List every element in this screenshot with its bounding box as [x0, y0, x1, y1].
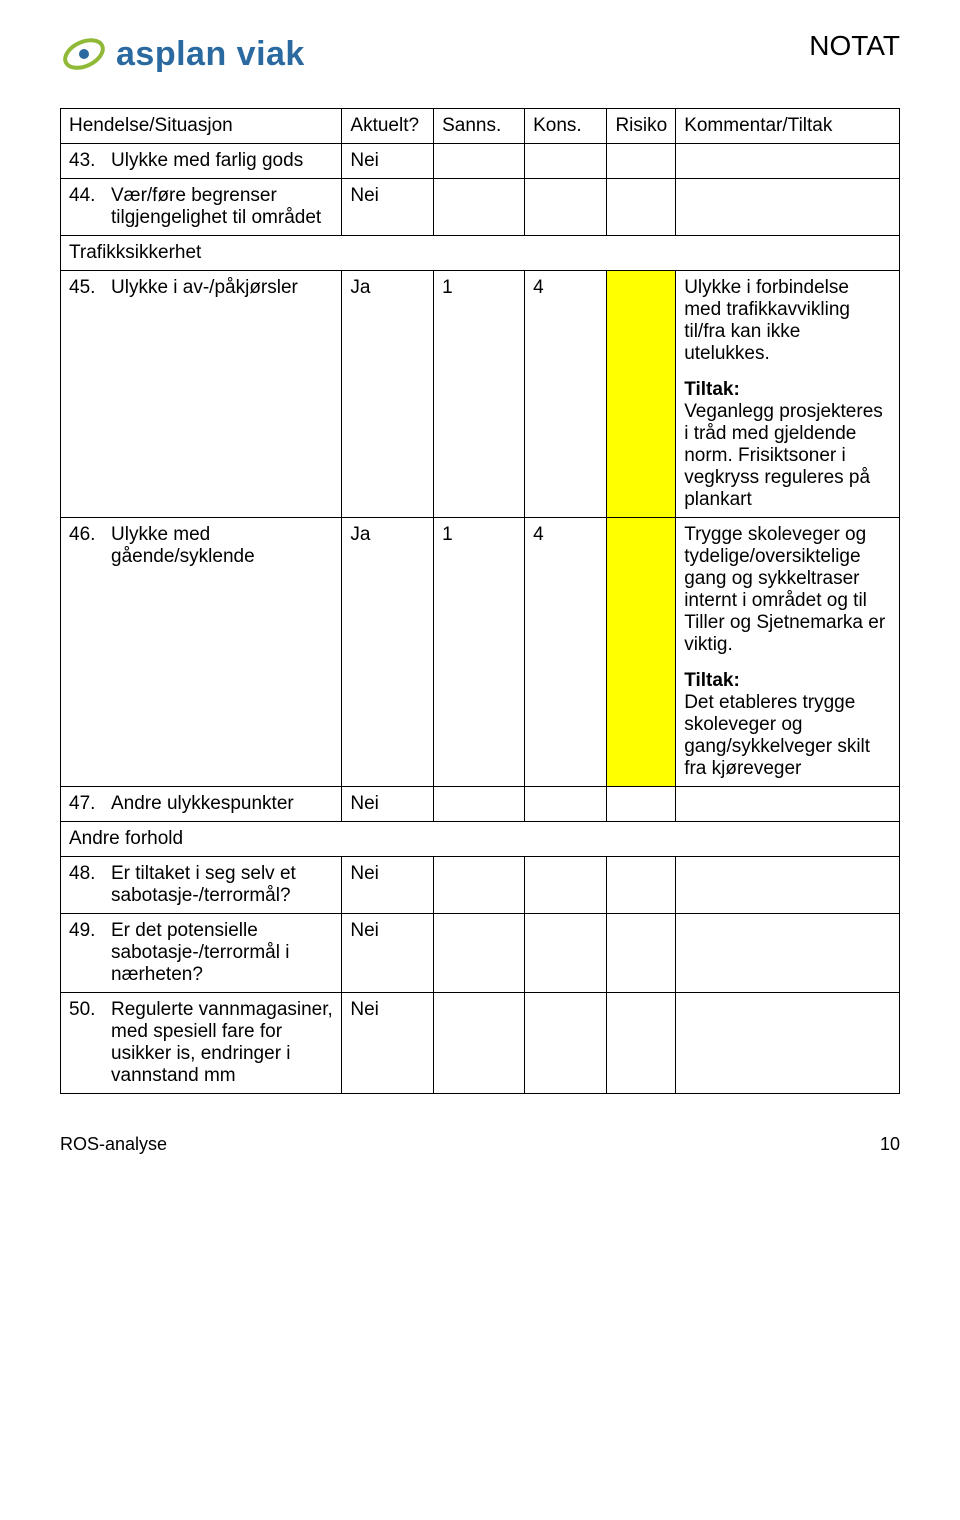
table-row: 43.Ulykke med farlig gods Nei — [61, 144, 900, 179]
cell-sanns — [434, 787, 525, 822]
cell-aktuelt: Nei — [342, 179, 434, 236]
cell-kommentar — [676, 857, 900, 914]
cell-sanns — [434, 857, 525, 914]
table-row: 46.Ulykke med gående/syklende Ja 1 4 Try… — [61, 518, 900, 787]
row-situation: 50.Regulerte vannmagasiner, med spesiell… — [69, 999, 333, 1087]
cell-aktuelt: Nei — [342, 857, 434, 914]
cell-sanns: 1 — [434, 271, 525, 518]
cell-kons — [525, 179, 607, 236]
cell-sanns — [434, 179, 525, 236]
cell-sanns — [434, 144, 525, 179]
row-situation: 43.Ulykke med farlig gods — [69, 150, 333, 172]
table-row: 48.Er tiltaket i seg selv et sabotasje-/… — [61, 857, 900, 914]
cell-kons — [525, 993, 607, 1094]
cell-sanns: 1 — [434, 518, 525, 787]
page-footer: ROS-analyse 10 — [60, 1134, 900, 1155]
cell-risiko — [607, 857, 676, 914]
row-situation: 46.Ulykke med gående/syklende — [69, 524, 333, 568]
comment-text: Ulykke i forbindelse med trafikkavviklin… — [684, 277, 891, 365]
table-row: 45.Ulykke i av-/påkjørsler Ja 1 4 Ulykke… — [61, 271, 900, 518]
cell-kommentar: Ulykke i forbindelse med trafikkavviklin… — [676, 271, 900, 518]
comment-text: Trygge skoleveger og tydelige/oversiktel… — [684, 524, 891, 656]
cell-kons — [525, 787, 607, 822]
table-row: 50.Regulerte vannmagasiner, med spesiell… — [61, 993, 900, 1094]
footer-page-number: 10 — [880, 1134, 900, 1155]
table-row: 47.Andre ulykkespunkter Nei — [61, 787, 900, 822]
cell-sanns — [434, 914, 525, 993]
row-situation: 47.Andre ulykkespunkter — [69, 793, 333, 815]
cell-kons: 4 — [525, 271, 607, 518]
row-situation: 49.Er det potensielle sabotasje-/terrorm… — [69, 920, 333, 986]
tiltak-text: Veganlegg prosjekteres i tråd med gjelde… — [684, 401, 883, 510]
cell-aktuelt: Ja — [342, 271, 434, 518]
cell-kommentar — [676, 993, 900, 1094]
cell-risiko — [607, 787, 676, 822]
cell-risiko — [607, 518, 676, 787]
cell-aktuelt: Nei — [342, 787, 434, 822]
tiltak-label: Tiltak: — [684, 670, 740, 691]
cell-kommentar — [676, 787, 900, 822]
col-header-kons: Kons. — [525, 109, 607, 144]
footer-left: ROS-analyse — [60, 1134, 167, 1155]
table-row: 44.Vær/føre begrenser tilgjengelighet ti… — [61, 179, 900, 236]
section-header-row: Trafikksikkerhet — [61, 236, 900, 271]
cell-risiko — [607, 271, 676, 518]
table-row: 49.Er det potensielle sabotasje-/terrorm… — [61, 914, 900, 993]
logo-text: asplan viak — [116, 35, 305, 74]
tiltak-label: Tiltak: — [684, 379, 740, 400]
col-header-aktuelt: Aktuelt? — [342, 109, 434, 144]
col-header-risiko: Risiko — [607, 109, 676, 144]
cell-kons — [525, 914, 607, 993]
cell-kommentar: Trygge skoleveger og tydelige/oversiktel… — [676, 518, 900, 787]
cell-kons — [525, 144, 607, 179]
section-title: Trafikksikkerhet — [61, 236, 900, 271]
cell-risiko — [607, 144, 676, 179]
section-title: Andre forhold — [61, 822, 900, 857]
cell-risiko — [607, 179, 676, 236]
cell-sanns — [434, 993, 525, 1094]
cell-aktuelt: Nei — [342, 993, 434, 1094]
col-header-situation: Hendelse/Situasjon — [61, 109, 342, 144]
row-situation: 45.Ulykke i av-/påkjørsler — [69, 277, 333, 299]
cell-kons: 4 — [525, 518, 607, 787]
tiltak-text: Det etableres trygge skoleveger og gang/… — [684, 692, 870, 779]
row-situation: 48.Er tiltaket i seg selv et sabotasje-/… — [69, 863, 333, 907]
cell-aktuelt: Nei — [342, 914, 434, 993]
section-header-row: Andre forhold — [61, 822, 900, 857]
doc-title: NOTAT — [809, 30, 900, 62]
row-situation: 44.Vær/føre begrenser tilgjengelighet ti… — [69, 185, 333, 229]
risk-table: Hendelse/Situasjon Aktuelt? Sanns. Kons.… — [60, 108, 900, 1094]
col-header-sanns: Sanns. — [434, 109, 525, 144]
cell-aktuelt: Ja — [342, 518, 434, 787]
cell-kommentar — [676, 179, 900, 236]
table-header-row: Hendelse/Situasjon Aktuelt? Sanns. Kons.… — [61, 109, 900, 144]
cell-risiko — [607, 993, 676, 1094]
cell-kommentar — [676, 144, 900, 179]
cell-kommentar — [676, 914, 900, 993]
col-header-kommentar: Kommentar/Tiltak — [676, 109, 900, 144]
logo-icon — [60, 30, 108, 78]
cell-kons — [525, 857, 607, 914]
cell-risiko — [607, 914, 676, 993]
cell-aktuelt: Nei — [342, 144, 434, 179]
page-header: asplan viak NOTAT — [60, 30, 900, 78]
logo: asplan viak — [60, 30, 305, 78]
